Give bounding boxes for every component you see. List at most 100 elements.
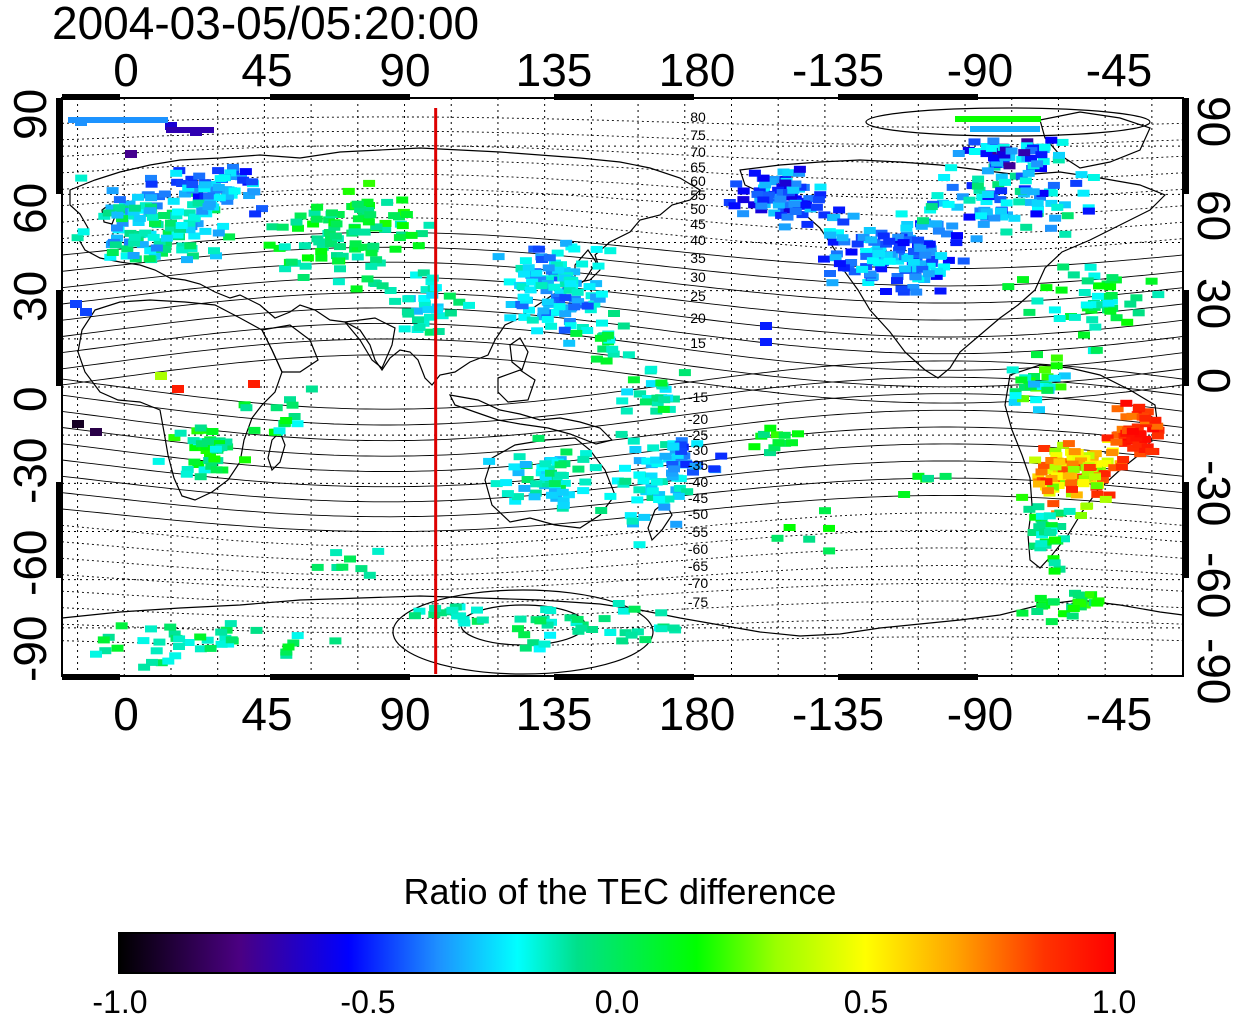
tec-cell <box>615 430 628 438</box>
tec-cell <box>133 214 146 222</box>
tec-cell <box>963 213 976 221</box>
mlat-contour <box>392 589 654 675</box>
tec-cell <box>315 254 328 262</box>
tec-cell <box>996 213 1008 221</box>
tec-cell <box>364 211 377 219</box>
tec-cell <box>981 191 994 198</box>
tec-cell <box>1045 189 1058 197</box>
tec-cell <box>883 237 896 245</box>
tec-cell <box>1130 434 1143 442</box>
tec-cell <box>851 240 864 248</box>
tec-cell <box>521 476 534 483</box>
tec-cell <box>512 625 524 633</box>
tec-cell <box>845 248 858 256</box>
tec-cell <box>1022 169 1035 177</box>
tec-cell <box>988 154 1000 162</box>
tec-cell <box>443 292 456 300</box>
tec-cell <box>334 243 346 251</box>
tec-cell <box>748 443 761 451</box>
tec-cell <box>168 630 181 638</box>
contour-label: 35 <box>690 250 706 266</box>
tec-cell <box>1130 294 1143 302</box>
tec-cell <box>127 208 140 216</box>
tec-cell <box>1134 430 1147 438</box>
tec-cell <box>950 239 963 247</box>
tec-cell <box>204 644 217 652</box>
tec-cell <box>77 228 90 236</box>
contour-label: -25 <box>688 427 708 443</box>
tec-cell <box>538 640 551 648</box>
tec-cell <box>1023 308 1036 316</box>
tec-cell <box>372 547 385 555</box>
tec-cell <box>572 298 585 306</box>
tec-cell <box>518 631 531 639</box>
tec-cell <box>856 265 869 273</box>
tec-cell <box>301 254 314 262</box>
tec-cell <box>837 264 850 272</box>
tec-cell <box>595 507 608 514</box>
lon-tick-label: 45 <box>241 44 293 96</box>
tec-cell <box>862 279 875 286</box>
tec-cell <box>1049 447 1062 455</box>
tec-cell <box>116 219 129 227</box>
contour-label: 55 <box>690 187 706 203</box>
tec-cell <box>1145 447 1158 455</box>
tec-cell <box>1016 609 1029 617</box>
mlat-contour <box>61 338 1183 388</box>
tec-cell <box>667 624 680 632</box>
tec-cell <box>1120 413 1133 421</box>
tec-cell <box>972 175 985 183</box>
tec-cell <box>1081 502 1094 510</box>
tec-cell <box>1045 136 1058 144</box>
tec-cell <box>1111 431 1124 439</box>
tec-cell <box>175 222 188 229</box>
tec-cell <box>1043 512 1056 520</box>
tec-cell <box>1075 171 1088 179</box>
tec-cell <box>1036 189 1049 197</box>
tec-cell <box>1032 473 1045 481</box>
tec-cell <box>788 200 801 208</box>
tec-cell <box>513 453 526 461</box>
tec-cell <box>667 443 680 451</box>
tec-cell <box>198 185 211 193</box>
tec-cell <box>351 253 364 261</box>
tec-cell <box>348 228 361 236</box>
tec-cell <box>942 200 955 208</box>
tec-cell <box>1045 199 1058 207</box>
tec-cell <box>907 259 920 266</box>
tec-cell <box>651 460 664 468</box>
tec-cell <box>1029 513 1042 521</box>
tec-cell <box>1025 198 1037 206</box>
tec-cell <box>814 183 827 191</box>
tec-cell <box>828 214 841 222</box>
tec-cell <box>454 612 467 620</box>
tec-cell <box>860 252 873 260</box>
tec-cell <box>1034 594 1047 602</box>
tec-cell <box>1066 485 1078 493</box>
tec-cell <box>570 329 583 337</box>
tec-cell <box>1108 464 1121 472</box>
tec-cell <box>616 397 629 405</box>
tec-cell <box>220 438 233 446</box>
tec-cell <box>159 245 172 253</box>
tec-cell <box>186 252 199 260</box>
tec-cell <box>633 541 646 549</box>
tec-cell <box>213 194 226 202</box>
tec-cell <box>179 190 191 198</box>
tec-cell <box>786 439 798 447</box>
tec-cell <box>165 122 177 130</box>
tec-cell <box>305 385 318 393</box>
magnetic-latitude-contours <box>61 107 1183 675</box>
tec-cell <box>182 184 195 192</box>
tec-cell <box>913 241 926 249</box>
tec-cell <box>171 231 184 239</box>
tec-cell <box>875 265 888 273</box>
tec-cell <box>935 252 948 260</box>
tec-cell <box>1139 414 1152 422</box>
tec-cell <box>243 192 256 199</box>
tec-cell <box>424 313 436 321</box>
tec-cell <box>883 257 896 265</box>
tec-cell <box>1045 457 1058 464</box>
tec-cell <box>199 227 212 235</box>
tec-cell <box>1035 165 1047 173</box>
